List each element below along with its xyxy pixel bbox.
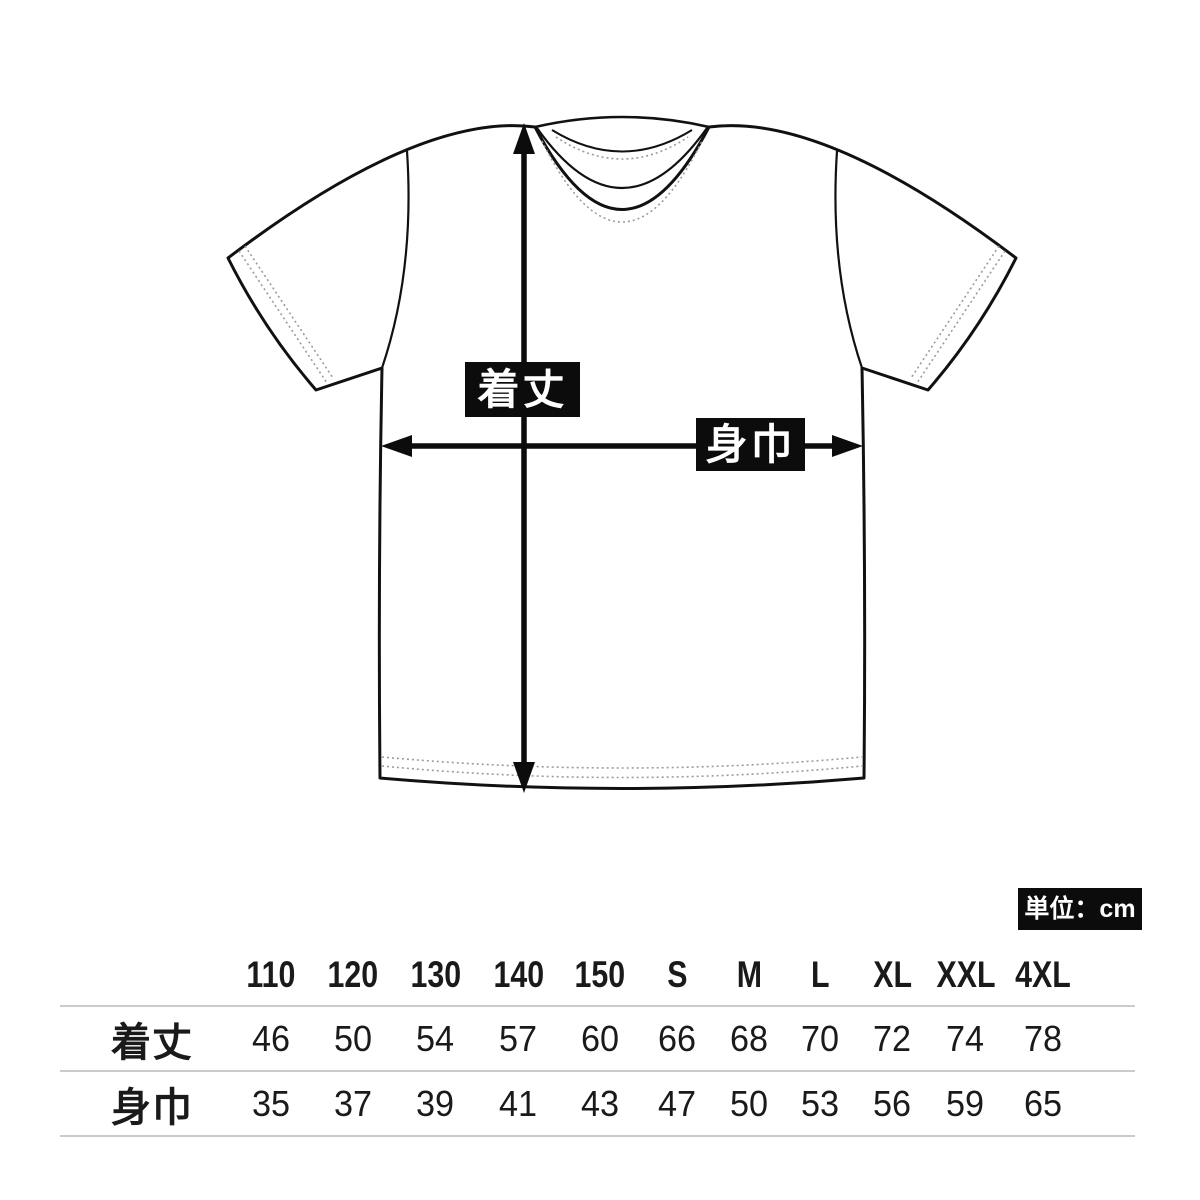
measurement-value-cell: 56	[856, 1083, 929, 1125]
measurement-value-text: 35	[251, 1082, 291, 1124]
measurement-value-text: 37	[333, 1082, 373, 1124]
neckline-inner-edge	[536, 127, 708, 190]
size-column-header-text: L	[811, 954, 830, 995]
measurement-row: 身巾 35 37 39 41 43 47 50 53 56 59 65	[60, 1072, 1135, 1137]
size-column-header: 150	[560, 954, 640, 996]
measurement-value-cell: 74	[929, 1018, 1002, 1060]
measurement-value-cell: 50	[312, 1018, 394, 1060]
right-armhole-seam	[834, 150, 864, 369]
tshirt-outline	[226, 115, 1018, 790]
arrowhead-up-icon	[513, 123, 535, 154]
measurement-value-text: 72	[873, 1017, 912, 1059]
size-column-header: M	[714, 954, 785, 996]
measurement-value-text: 74	[946, 1017, 985, 1059]
measurement-value-text: 59	[946, 1082, 985, 1124]
back-collar-stitch	[555, 136, 689, 160]
body-width-label: 身巾	[696, 418, 805, 471]
size-column-header: L	[785, 954, 856, 996]
measurement-value-text: 66	[657, 1017, 697, 1059]
tshirt-body-path	[226, 124, 1018, 790]
size-table: 110 120 130 140 150 S M L XL XXL 4XL 着丈 46 50 54 57 60 6…	[60, 945, 1135, 1137]
size-column-header-text: 110	[246, 954, 296, 995]
measurement-value-cell: 57	[477, 1018, 560, 1060]
measurement-value-cell: 65	[1002, 1083, 1084, 1125]
size-column-header: 140	[477, 954, 560, 996]
size-column-header-text: 130	[410, 954, 461, 995]
size-column-header-text: XXL	[935, 954, 996, 995]
measurement-value-text: 70	[801, 1017, 840, 1059]
collar-top-edge	[534, 115, 710, 129]
measurement-value-cell: 66	[640, 1018, 714, 1060]
measurement-value-text: 68	[730, 1017, 769, 1059]
size-column-header-text: 140	[493, 954, 544, 995]
measurement-value-text: 43	[580, 1082, 620, 1124]
size-column-header-text: 4XL	[1015, 954, 1071, 995]
measurement-value-cell: 50	[714, 1083, 785, 1125]
measurement-value-cell: 46	[230, 1018, 312, 1060]
back-collar-edge	[551, 129, 693, 153]
measurement-value-cell: 68	[714, 1018, 785, 1060]
right-sleeve-stitch-2	[910, 245, 1000, 379]
measurement-value-text: 60	[580, 1017, 620, 1059]
arrowhead-down-icon	[513, 762, 535, 793]
measurement-value-cell: 35	[230, 1083, 312, 1125]
arrowhead-right-icon	[832, 435, 863, 457]
measurement-value-cell: 53	[785, 1083, 856, 1125]
measurement-value-text: 78	[1023, 1017, 1063, 1059]
measurement-value-text: 53	[801, 1082, 840, 1124]
measurement-row: 着丈 46 50 54 57 60 66 68 70 72 74 78	[60, 1007, 1135, 1072]
measurement-value-cell: 70	[785, 1018, 856, 1060]
unit-badge: 単位：cm	[1018, 888, 1142, 930]
measurement-value-text: 56	[873, 1082, 912, 1124]
measurement-value-text: 65	[1023, 1082, 1063, 1124]
size-table-header-row: 110 120 130 140 150 S M L XL XXL 4XL	[60, 945, 1135, 1007]
left-sleeve-stitch-2	[244, 245, 334, 379]
hem-stitch-1	[381, 756, 863, 769]
measurement-value-text: 54	[416, 1017, 455, 1059]
size-column-header: S	[640, 954, 714, 996]
collar-band-stitch	[541, 140, 703, 223]
measurement-value-text: 46	[251, 1017, 291, 1059]
size-column-header-text: 150	[574, 954, 626, 995]
size-column-header-text: 120	[327, 954, 379, 995]
measurement-value-cell: 59	[929, 1083, 1002, 1125]
size-column-header: XL	[856, 954, 929, 996]
size-column-header: 4XL	[1002, 954, 1084, 996]
body-length-label: 着丈	[465, 362, 580, 417]
size-column-header-text: S	[666, 954, 688, 995]
measurement-value-text: 41	[499, 1082, 538, 1124]
measurement-value-cell: 54	[394, 1018, 477, 1060]
size-column-header: 130	[394, 954, 477, 996]
measurement-value-cell: 47	[640, 1083, 714, 1125]
measurement-row-label: 身巾	[111, 1085, 193, 1130]
measurement-value-cell: 60	[560, 1018, 640, 1060]
measurement-value-cell: 72	[856, 1018, 929, 1060]
measurement-value-cell: 37	[312, 1083, 394, 1125]
right-sleeve-stitch-1	[916, 250, 1006, 384]
measurement-value-cell: 41	[477, 1083, 560, 1125]
measurement-value-text: 57	[499, 1017, 538, 1059]
size-column-header-text: XL	[873, 954, 912, 995]
size-column-header: 110	[230, 954, 312, 996]
measurement-value-cell: 78	[1002, 1018, 1084, 1060]
measurement-value-text: 50	[730, 1082, 769, 1124]
measurement-value-cell: 39	[394, 1083, 477, 1125]
measurement-value-text: 39	[416, 1082, 455, 1124]
stitch-lines	[238, 136, 1006, 779]
measurement-value-text: 50	[333, 1017, 373, 1059]
measurement-value-text: 47	[657, 1082, 697, 1124]
size-column-header-text: M	[736, 954, 763, 995]
left-sleeve-stitch-1	[238, 250, 328, 384]
hem-stitch-2	[381, 765, 863, 779]
measurement-value-cell: 43	[560, 1083, 640, 1125]
arrowhead-left-icon	[381, 435, 412, 457]
size-column-header: XXL	[929, 954, 1002, 996]
measurement-row-label: 着丈	[111, 1020, 193, 1065]
size-column-header: 120	[312, 954, 394, 996]
left-armhole-seam	[380, 150, 410, 369]
